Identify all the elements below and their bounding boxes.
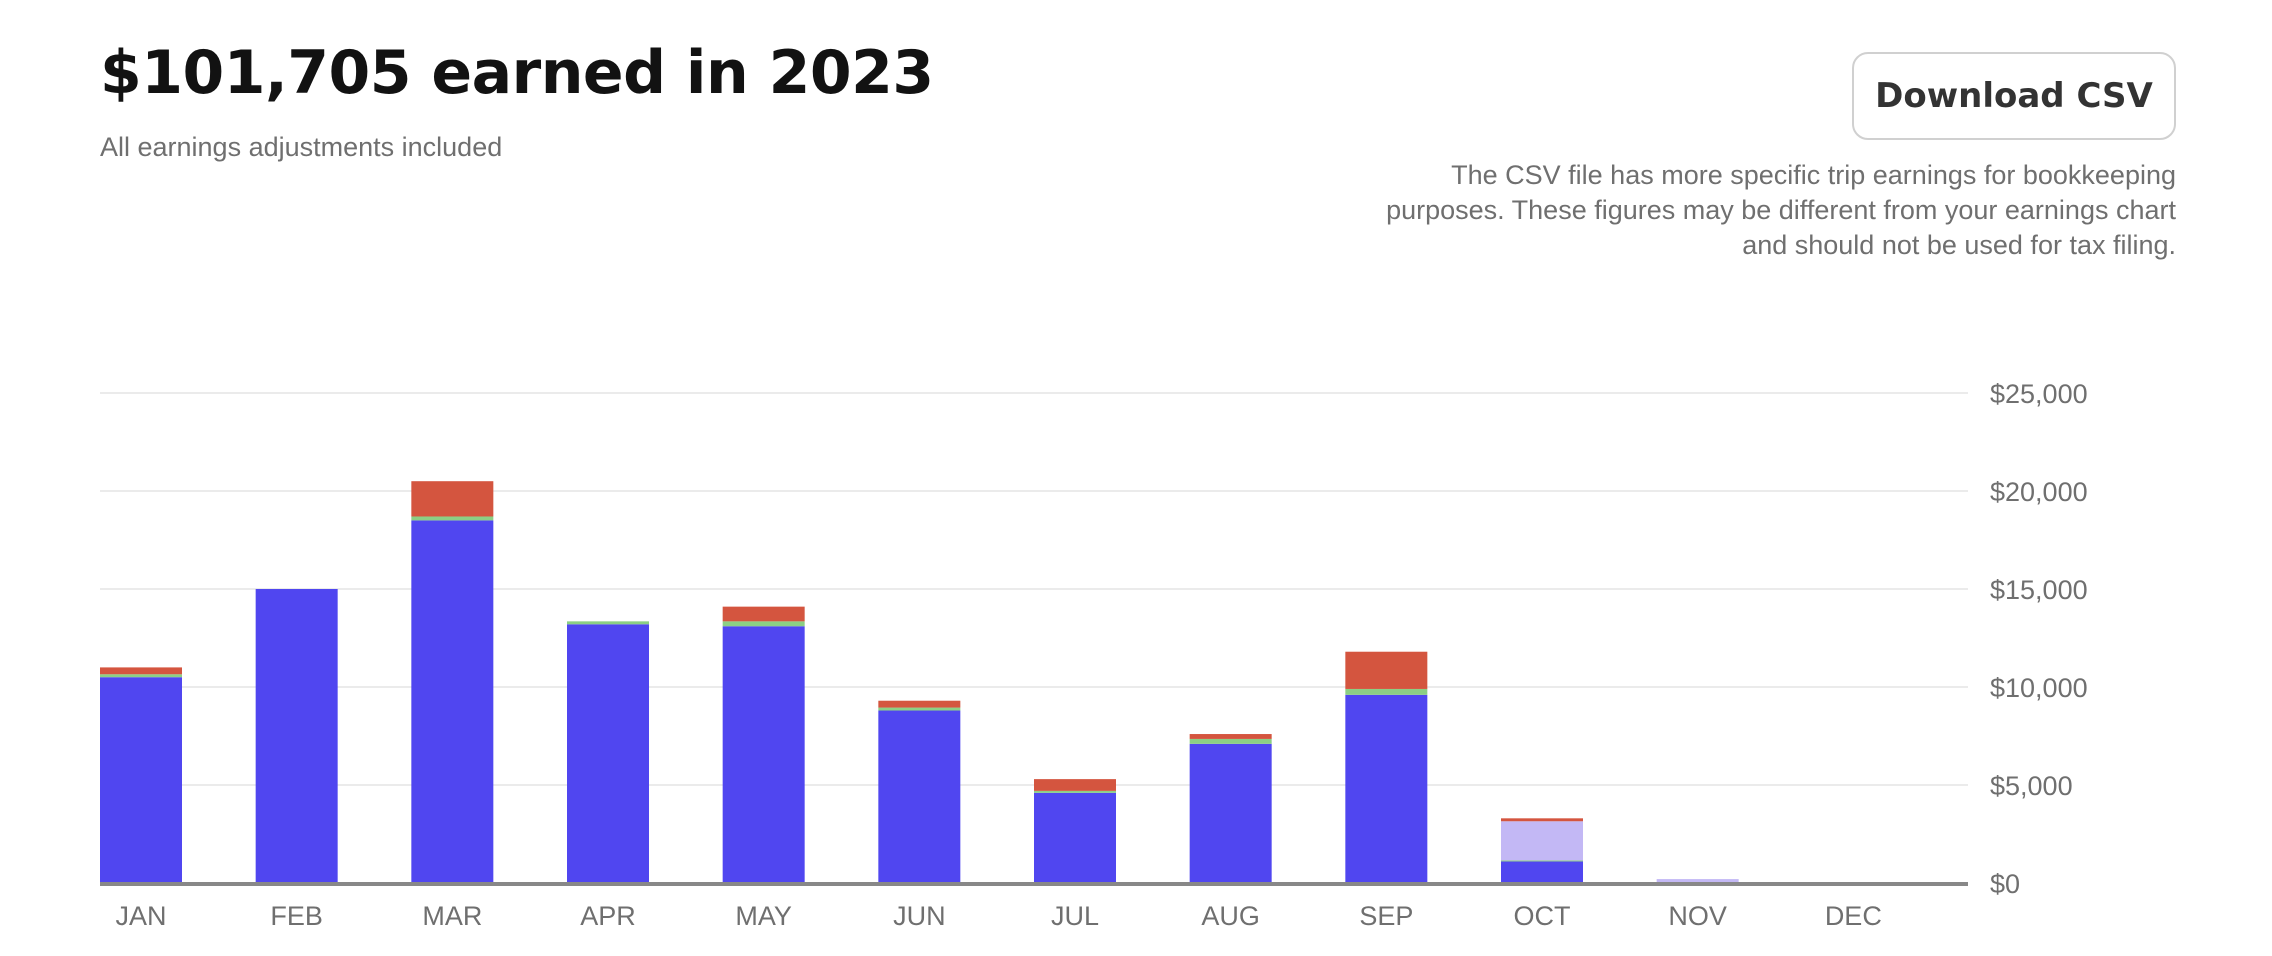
bar-segment-red <box>878 700 961 708</box>
x-tick-label: JAN <box>115 901 166 931</box>
bar-segment-green <box>1189 738 1272 744</box>
bar-segment-trips <box>255 589 338 883</box>
bar-segment-green <box>722 621 805 627</box>
bar-segment-trips <box>1345 694 1428 883</box>
download-csv-button[interactable]: Download CSV <box>1852 52 2176 140</box>
bar-segment-green <box>567 621 649 625</box>
x-tick-label: JUN <box>893 901 946 931</box>
y-tick-label: $20,000 <box>1990 477 2088 507</box>
bar-segment-trips <box>567 624 649 883</box>
x-tick-label: AUG <box>1201 901 1260 931</box>
bar-segment-red <box>722 606 805 622</box>
bar-segment-trips <box>100 677 182 883</box>
x-tick-label: NOV <box>1668 901 1727 931</box>
bar-segment-green <box>1345 688 1428 695</box>
bar-segment-green <box>411 516 494 521</box>
x-tick-label: MAR <box>422 901 482 931</box>
bar-segment-red <box>1034 779 1116 791</box>
bar-segment-red <box>1189 734 1272 739</box>
x-tick-label: JUL <box>1051 901 1099 931</box>
csv-note-line: The CSV file has more specific trip earn… <box>1451 160 2176 190</box>
x-tick-label: FEB <box>270 901 323 931</box>
x-tick-label: APR <box>580 901 636 931</box>
bar-segment-red <box>1345 651 1428 689</box>
bar-segment-red <box>1501 818 1583 822</box>
bar-segment-green <box>1501 860 1583 862</box>
bar-segment-pending <box>1656 879 1739 883</box>
bar-segment-trips <box>1034 792 1116 883</box>
bar-segment-green <box>100 674 182 678</box>
page-subtitle: All earnings adjustments included <box>100 132 503 162</box>
bar-segment-green <box>878 707 961 711</box>
bar-segment-trips <box>1501 861 1583 883</box>
page-title: $101,705 earned in 2023 <box>100 38 934 108</box>
x-tick-label: SEP <box>1359 901 1413 931</box>
csv-note-line: and should not be used for tax filing. <box>1742 230 2176 260</box>
bar-segment-trips <box>1189 743 1272 883</box>
csv-note: The CSV file has more specific trip earn… <box>1276 158 2176 263</box>
y-tick-label: $5,000 <box>1990 771 2073 801</box>
bar-segment-red <box>100 667 182 675</box>
bar-segment-trips <box>878 710 961 883</box>
bar-segment-pending <box>1501 821 1583 861</box>
x-tick-label: DEC <box>1825 901 1882 931</box>
x-tick-label: OCT <box>1514 901 1571 931</box>
y-tick-label: $0 <box>1990 869 2020 899</box>
bar-segment-trips <box>411 520 494 883</box>
y-tick-label: $15,000 <box>1990 575 2088 605</box>
bar-segment-trips <box>722 626 805 883</box>
y-tick-label: $10,000 <box>1990 673 2088 703</box>
y-tick-label: $25,000 <box>1990 379 2088 409</box>
csv-note-line: purposes. These figures may be different… <box>1386 195 2176 225</box>
bar-segment-green <box>1034 790 1116 793</box>
bar-segment-red <box>411 481 494 517</box>
x-tick-label: MAY <box>735 901 792 931</box>
